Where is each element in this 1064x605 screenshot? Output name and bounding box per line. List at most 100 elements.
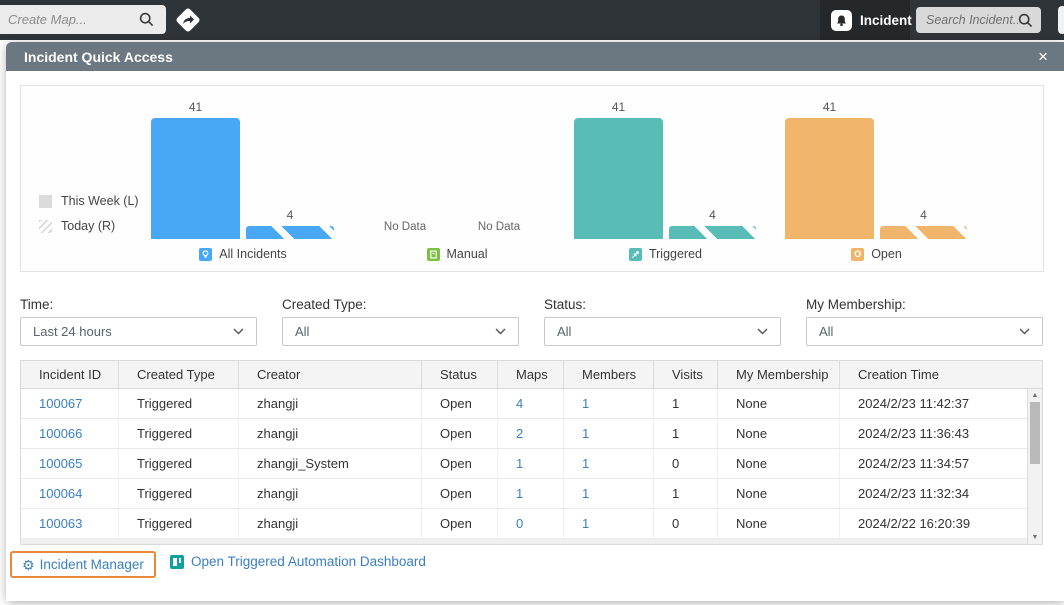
close-icon[interactable]: ×	[1038, 48, 1048, 65]
status-filter-label: Status:	[544, 297, 586, 312]
bell-icon	[831, 10, 852, 31]
chevron-down-icon	[1019, 328, 1030, 335]
maps-link[interactable]: 4	[498, 389, 564, 418]
chevron-down-icon	[757, 328, 768, 335]
bar-value: 41	[574, 100, 663, 114]
incident-quick-access-dialog: Incident Quick Access × This Week (L) To…	[6, 42, 1064, 601]
group-caption: All Incidents	[151, 247, 335, 261]
bar-triggered-today[interactable]	[669, 226, 756, 239]
table-row[interactable]: 100065 Triggered zhangji_System Open 1 1…	[21, 449, 1042, 479]
scroll-down-icon[interactable]: ▼	[1028, 534, 1042, 541]
no-data-label: No Data	[370, 221, 440, 233]
open-dashboard-link[interactable]: Open Triggered Automation Dashboard	[170, 554, 426, 569]
maps-link[interactable]: 0	[498, 509, 564, 538]
all-incidents-icon	[199, 248, 212, 261]
status-filter-select[interactable]: All	[544, 317, 781, 346]
col-creator[interactable]: Creator	[239, 361, 422, 388]
vertical-scrollbar[interactable]: ▲ ▼	[1027, 389, 1042, 544]
col-incident-id[interactable]: Incident ID	[21, 361, 119, 388]
incident-id-link[interactable]: 100066	[21, 419, 119, 448]
incident-id-link[interactable]: 100067	[21, 389, 119, 418]
bar-value: 4	[246, 208, 334, 222]
create-map-search[interactable]: Create Map...	[0, 5, 166, 34]
map-share-icon[interactable]	[176, 8, 200, 32]
time-filter-select[interactable]: Last 24 hours	[20, 317, 257, 346]
bar-value: 41	[151, 100, 240, 114]
bar-open-today[interactable]	[880, 226, 967, 239]
dialog-header: Incident Quick Access ×	[6, 42, 1064, 71]
incident-label: Incident	[860, 13, 912, 28]
dashboard-icon	[170, 555, 184, 569]
no-data-label: No Data	[464, 221, 534, 233]
col-maps[interactable]: Maps	[498, 361, 564, 388]
incident-id-link[interactable]: 100063	[21, 509, 119, 538]
table-row[interactable]: 100063 Triggered zhangji Open 0 1 0 None…	[21, 509, 1042, 539]
bar-value: 4	[669, 208, 756, 222]
scroll-up-icon[interactable]: ▲	[1028, 392, 1042, 399]
incident-id-link[interactable]: 100065	[21, 449, 119, 478]
col-created-type[interactable]: Created Type	[119, 361, 239, 388]
bar-triggered-week[interactable]	[574, 118, 663, 239]
manual-icon	[427, 248, 440, 261]
bar-value: 41	[785, 100, 874, 114]
bar-value: 4	[880, 208, 967, 222]
table-header: Incident ID Created Type Creator Status …	[21, 361, 1042, 389]
created-type-filter-label: Created Type:	[282, 297, 367, 312]
incident-manager-button[interactable]: ⚙ Incident Manager	[10, 551, 156, 578]
horizontal-scrollbar[interactable]	[21, 538, 1028, 544]
time-filter-label: Time:	[20, 297, 53, 312]
bar-open-week[interactable]	[785, 118, 874, 239]
table-row[interactable]: 100066 Triggered zhangji Open 2 1 1 None…	[21, 419, 1042, 449]
bar-all-incidents-today[interactable]	[246, 226, 334, 239]
incident-id-link[interactable]: 100064	[21, 479, 119, 508]
incident-summary-chart: This Week (L) Today (R) 41 4 All Inciden…	[20, 85, 1044, 272]
dialog-body: This Week (L) Today (R) 41 4 All Inciden…	[6, 71, 1064, 601]
members-link[interactable]: 1	[564, 509, 654, 538]
members-link[interactable]: 1	[564, 389, 654, 418]
search-incident-input[interactable]: Search Incident...	[916, 7, 1041, 33]
search-icon	[139, 12, 154, 27]
chart-group-manual: No Data No Data Manual	[365, 86, 549, 269]
edge-button-sliver[interactable]	[1058, 6, 1064, 34]
table-row[interactable]: 100064 Triggered zhangji Open 1 1 1 None…	[21, 479, 1042, 509]
chart-group-all-incidents: 41 4 All Incidents	[151, 86, 335, 269]
group-caption: Manual	[365, 247, 549, 261]
incident-table: Incident ID Created Type Creator Status …	[20, 360, 1043, 545]
create-map-placeholder: Create Map...	[0, 12, 139, 27]
col-status[interactable]: Status	[422, 361, 498, 388]
dialog-title: Incident Quick Access	[6, 49, 173, 65]
group-caption: O Open	[785, 247, 968, 261]
gear-icon: ⚙	[22, 558, 35, 572]
members-link[interactable]: 1	[564, 479, 654, 508]
members-link[interactable]: 1	[564, 449, 654, 478]
maps-link[interactable]: 1	[498, 449, 564, 478]
col-creation-time[interactable]: Creation Time	[840, 361, 1029, 388]
maps-link[interactable]: 1	[498, 479, 564, 508]
chart-group-open: 41 4 O Open	[785, 86, 968, 269]
legend-solid-swatch	[39, 195, 52, 208]
table-row[interactable]: 100067 Triggered zhangji Open 4 1 1 None…	[21, 389, 1042, 419]
triggered-icon	[629, 248, 642, 261]
legend-today: Today (R)	[39, 219, 115, 233]
created-type-filter-select[interactable]: All	[282, 317, 519, 346]
membership-filter-select[interactable]: All	[806, 317, 1043, 346]
chevron-down-icon	[495, 328, 506, 335]
members-link[interactable]: 1	[564, 419, 654, 448]
group-caption: Triggered	[574, 247, 757, 261]
incident-button[interactable]: Incident	[820, 0, 910, 40]
col-members[interactable]: Members	[564, 361, 654, 388]
arrow-glyph	[181, 13, 195, 27]
open-icon: O	[851, 248, 864, 261]
top-bar: Create Map... Incident Search Incident..…	[0, 0, 1064, 40]
scrollbar-thumb[interactable]	[1030, 402, 1040, 464]
col-my-membership[interactable]: My Membership	[718, 361, 840, 388]
legend-this-week: This Week (L)	[39, 194, 139, 208]
chevron-down-icon	[233, 328, 244, 335]
bar-all-incidents-week[interactable]	[151, 118, 240, 239]
search-icon	[1018, 13, 1033, 28]
membership-filter-label: My Membership:	[806, 297, 906, 312]
search-incident-placeholder: Search Incident...	[916, 13, 1018, 27]
maps-link[interactable]: 2	[498, 419, 564, 448]
chart-group-triggered: 41 4 Triggered	[574, 86, 757, 269]
col-visits[interactable]: Visits	[654, 361, 718, 388]
